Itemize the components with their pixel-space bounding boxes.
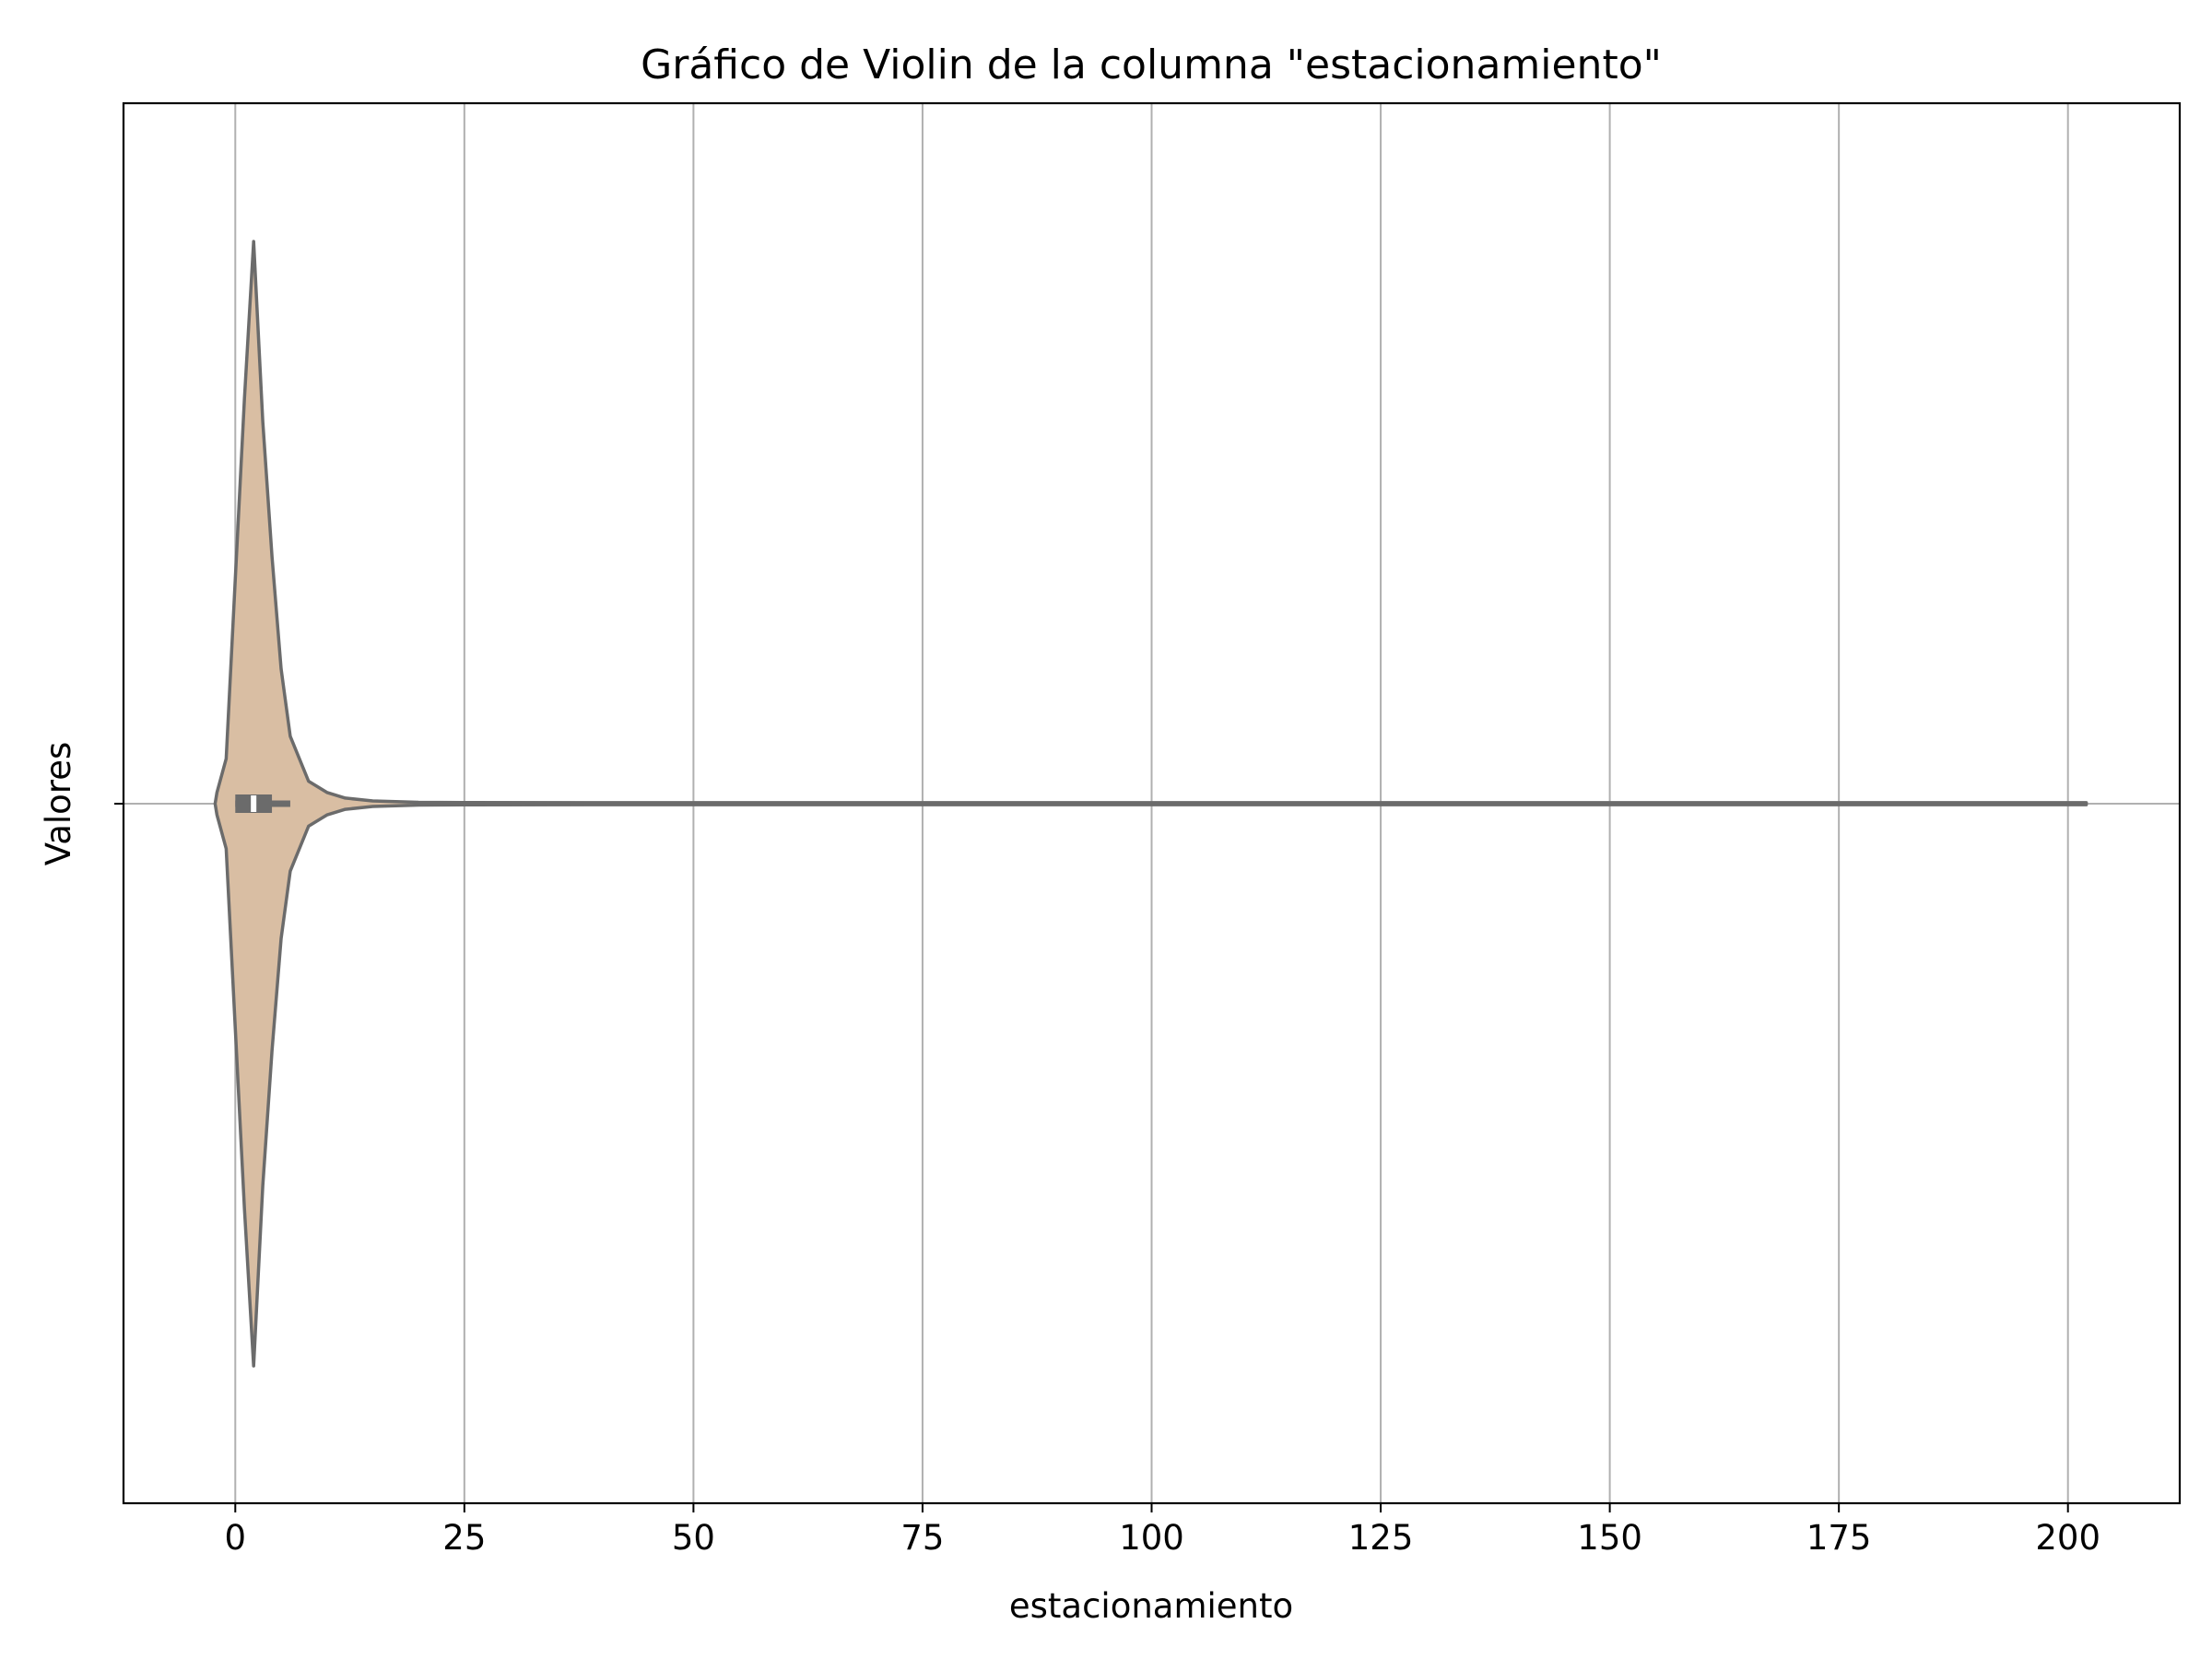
- x-tick-label: 75: [900, 1518, 944, 1558]
- x-tick-label: 175: [1806, 1518, 1872, 1558]
- median-marker: [251, 795, 257, 812]
- x-axis-label: estacionamiento: [1009, 1586, 1293, 1626]
- violin-layer: [213, 240, 2088, 1368]
- x-tick-label: 0: [225, 1518, 247, 1558]
- x-tick-label: 125: [1348, 1518, 1414, 1558]
- x-tick-label: 25: [442, 1518, 486, 1558]
- violin-body: [213, 240, 2088, 1368]
- tick-layer: 0 25 50 75 100 125 150 175 200: [114, 803, 2100, 1558]
- x-tick-label: 200: [2035, 1518, 2100, 1558]
- x-tick-label: 150: [1577, 1518, 1642, 1558]
- x-tick-label: 50: [672, 1518, 715, 1558]
- y-axis-label: Valores: [39, 742, 78, 865]
- chart-title: Gráfico de Violin de la columna "estacio…: [641, 41, 1662, 88]
- x-tick-label: 100: [1119, 1518, 1184, 1558]
